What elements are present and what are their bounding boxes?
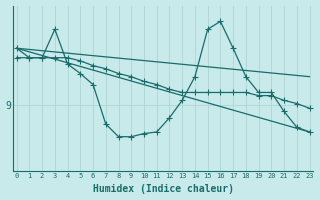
X-axis label: Humidex (Indice chaleur): Humidex (Indice chaleur) xyxy=(92,184,234,194)
